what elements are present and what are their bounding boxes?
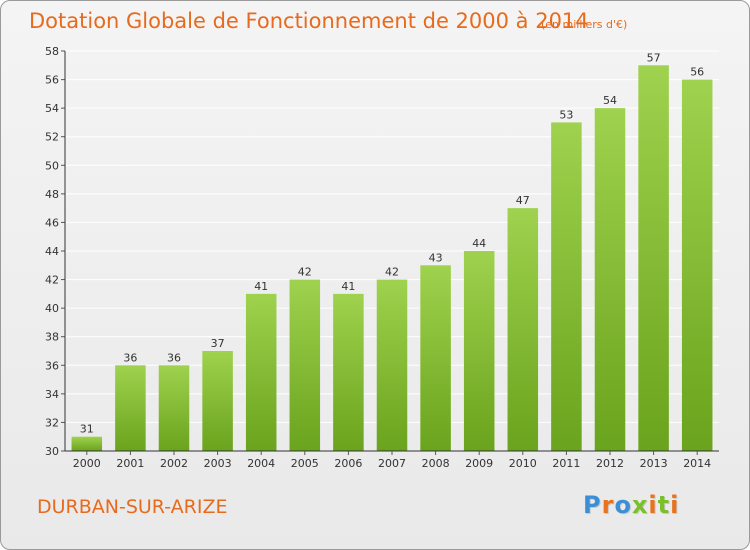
bar (202, 351, 233, 451)
bar (245, 293, 277, 451)
y-tick-label: 58 (45, 45, 59, 58)
bar (115, 365, 146, 451)
x-tick-label: 2008 (422, 457, 450, 470)
bar (463, 251, 495, 451)
data-label: 41 (341, 280, 355, 293)
x-tick-label: 2012 (596, 457, 624, 470)
x-tick-label: 2005 (291, 457, 319, 470)
y-tick-label: 32 (45, 416, 59, 429)
y-tick-label: 40 (45, 302, 59, 315)
logo-letter: o (614, 491, 632, 519)
chart-subtitle: (en milliers d'€) (541, 18, 628, 31)
data-label: 47 (516, 194, 530, 207)
y-tick-label: 50 (45, 159, 59, 172)
x-tick-label: 2009 (465, 457, 493, 470)
data-label: 42 (298, 266, 312, 279)
y-tick-label: 34 (45, 388, 59, 401)
commune-name: DURBAN-SUR-ARIZE (37, 496, 228, 518)
x-tick-label: 2007 (378, 457, 406, 470)
y-tick-label: 46 (45, 216, 59, 229)
data-label: 42 (385, 266, 399, 279)
y-tick-label: 38 (45, 331, 59, 344)
data-label: 56 (690, 66, 704, 79)
x-tick-label: 2013 (640, 457, 668, 470)
data-label: 43 (429, 251, 443, 264)
x-tick-label: 2006 (334, 457, 362, 470)
chart-title: Dotation Globale de Fonctionnement de 20… (29, 9, 589, 33)
bar (681, 79, 713, 452)
data-label: 36 (167, 351, 181, 364)
data-label: 36 (123, 351, 137, 364)
data-label: 31 (80, 423, 94, 436)
bar (289, 279, 321, 451)
data-label: 41 (254, 280, 268, 293)
logo-letter: r (601, 491, 615, 519)
data-label: 44 (472, 237, 486, 250)
y-tick-label: 52 (45, 131, 59, 144)
x-tick-label: 2001 (116, 457, 144, 470)
logo-letter: P (583, 491, 602, 519)
y-tick-label: 42 (45, 274, 59, 287)
bar (507, 208, 539, 451)
bar (71, 436, 103, 451)
y-tick-label: 56 (45, 74, 59, 87)
x-tick-label: 2011 (552, 457, 580, 470)
x-tick-label: 2000 (73, 457, 101, 470)
data-label: 53 (559, 108, 573, 121)
bar (333, 293, 364, 451)
bar (638, 65, 669, 452)
data-label: 57 (647, 51, 661, 64)
bar (551, 122, 582, 451)
logo-letter: x (631, 491, 649, 519)
logo-letter: t (657, 491, 671, 519)
data-label: 54 (603, 94, 617, 107)
x-tick-label: 2002 (160, 457, 188, 470)
x-tick-label: 2004 (247, 457, 275, 470)
bar (158, 365, 190, 451)
proxiti-logo: Proxiti (583, 491, 679, 519)
bar (594, 108, 626, 452)
y-tick-label: 48 (45, 188, 59, 201)
logo-letter: i (670, 491, 680, 519)
x-tick-label: 2014 (683, 457, 711, 470)
bar (376, 279, 408, 451)
x-tick-label: 2003 (204, 457, 232, 470)
logo-letter: i (648, 491, 658, 519)
y-tick-label: 36 (45, 359, 59, 372)
x-tick-label: 2010 (509, 457, 537, 470)
y-tick-label: 44 (45, 245, 59, 258)
bar (420, 265, 451, 451)
y-tick-label: 54 (45, 102, 59, 115)
data-label: 37 (211, 337, 225, 350)
y-tick-label: 30 (45, 445, 59, 458)
